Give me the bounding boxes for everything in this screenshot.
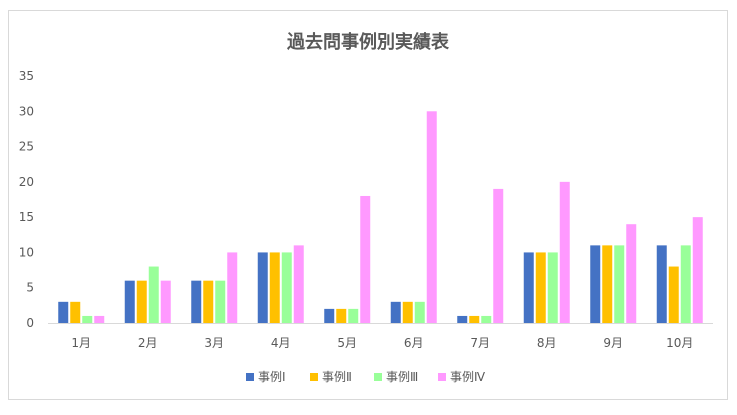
bar <box>493 188 504 323</box>
x-tick-label: 1月 <box>71 336 91 350</box>
bar <box>82 315 93 323</box>
legend-swatch <box>310 373 318 381</box>
y-tick-label: 35 <box>19 69 34 83</box>
x-tick-label: 7月 <box>470 336 490 350</box>
bar <box>481 315 492 323</box>
plot-area: 0 5 10 15 20 25 30 35 1月 2月 3月 4月 5月 6月 7月 8月 9月 10月 <box>19 69 713 350</box>
bar <box>414 301 425 323</box>
bar <box>94 315 105 323</box>
bar <box>402 301 413 323</box>
bar <box>160 280 171 323</box>
bar <box>215 280 226 323</box>
bar <box>257 252 268 323</box>
bar <box>70 301 81 323</box>
legend-label: 事例Ⅳ <box>450 370 485 384</box>
y-tick-label: 10 <box>19 245 34 259</box>
bar <box>58 301 69 323</box>
bar <box>148 266 159 323</box>
x-tick-label: 4月 <box>271 336 291 350</box>
legend-swatch <box>438 373 446 381</box>
x-tick-label: 3月 <box>204 336 224 350</box>
chart-title: 過去問事例別実績表 <box>287 31 450 53</box>
bar <box>293 245 304 323</box>
bar <box>324 308 335 323</box>
bar <box>668 266 679 323</box>
x-tick-label: 6月 <box>404 336 424 350</box>
bar <box>680 245 691 323</box>
y-tick-label: 5 <box>26 281 34 295</box>
bar <box>426 111 437 324</box>
legend-swatch <box>374 373 382 381</box>
bar <box>269 252 280 323</box>
bar <box>626 224 637 323</box>
bar <box>281 252 292 323</box>
bar <box>348 308 359 323</box>
legend-swatch <box>246 373 254 381</box>
bar <box>602 245 613 323</box>
y-tick-label: 0 <box>26 316 34 330</box>
bar <box>124 280 135 323</box>
legend-label: 事例Ⅲ <box>386 370 418 384</box>
y-tick-label: 30 <box>19 104 34 118</box>
bar <box>203 280 214 323</box>
bar <box>390 301 401 323</box>
x-tick-label: 9月 <box>603 336 623 350</box>
bar <box>136 280 147 323</box>
legend-label: 事例Ⅰ <box>258 370 286 384</box>
bar <box>191 280 202 323</box>
x-tick-label: 5月 <box>337 336 357 350</box>
y-tick-label: 20 <box>19 175 34 189</box>
bar <box>692 217 703 323</box>
x-tick-label: 2月 <box>138 336 158 350</box>
legend-label: 事例Ⅱ <box>322 370 352 384</box>
bar <box>360 195 371 323</box>
bar <box>227 252 238 323</box>
legend: 事例Ⅰ 事例Ⅱ 事例Ⅲ 事例Ⅳ <box>246 370 485 384</box>
bar <box>590 245 601 323</box>
bar <box>457 315 468 323</box>
bar <box>547 252 558 323</box>
y-tick-label: 25 <box>19 140 34 154</box>
bar <box>656 245 667 323</box>
bar <box>559 181 570 323</box>
bar <box>469 315 480 323</box>
bar <box>614 245 625 323</box>
x-tick-label: 8月 <box>537 336 557 350</box>
bar <box>535 252 546 323</box>
bar <box>336 308 347 323</box>
x-tick-label: 10月 <box>666 336 693 350</box>
y-tick-label: 15 <box>19 210 34 224</box>
bar <box>523 252 534 323</box>
